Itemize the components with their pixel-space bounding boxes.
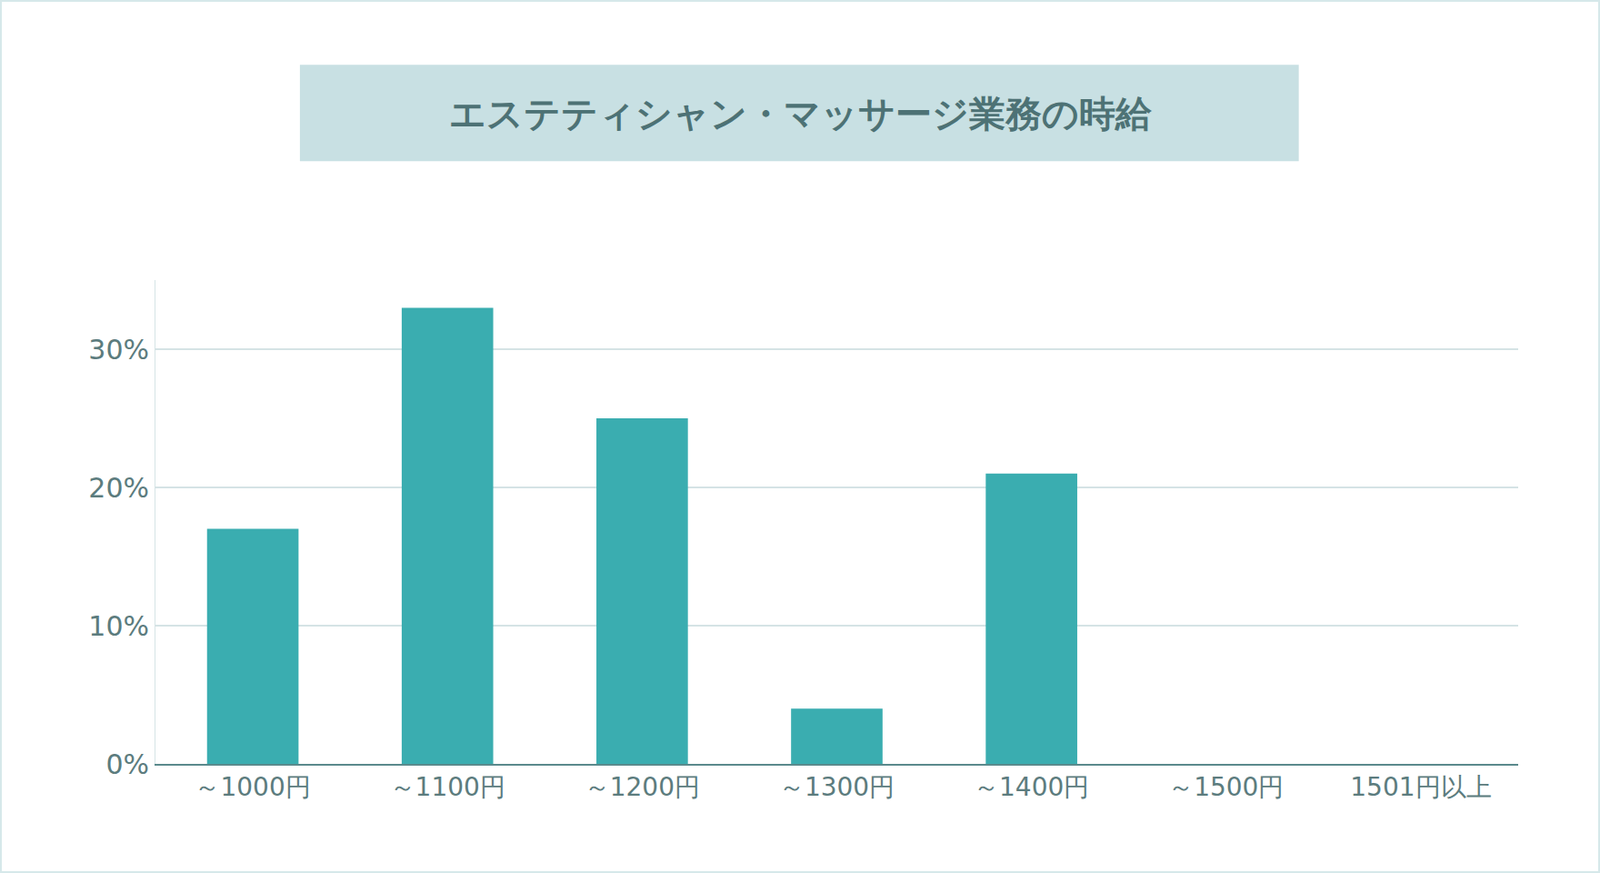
svg-text:10%: 10% xyxy=(88,610,150,642)
svg-text:30%: 30% xyxy=(88,333,150,366)
svg-text:～1200円: ～1200円 xyxy=(584,771,700,802)
svg-text:～1300円: ～1300円 xyxy=(779,771,895,802)
svg-text:0%: 0% xyxy=(105,748,150,780)
svg-text:1501円以上: 1501円以上 xyxy=(1350,771,1491,802)
svg-text:～1000円: ～1000円 xyxy=(194,771,310,802)
svg-text:～1500円: ～1500円 xyxy=(1168,771,1284,802)
svg-text:20%: 20% xyxy=(88,471,150,504)
svg-text:～1100円: ～1100円 xyxy=(390,771,506,802)
svg-text:エステティシャン・マッサージ業務の時給: エステティシャン・マッサージ業務の時給 xyxy=(449,92,1153,135)
svg-text:～1400円: ～1400円 xyxy=(973,771,1090,802)
